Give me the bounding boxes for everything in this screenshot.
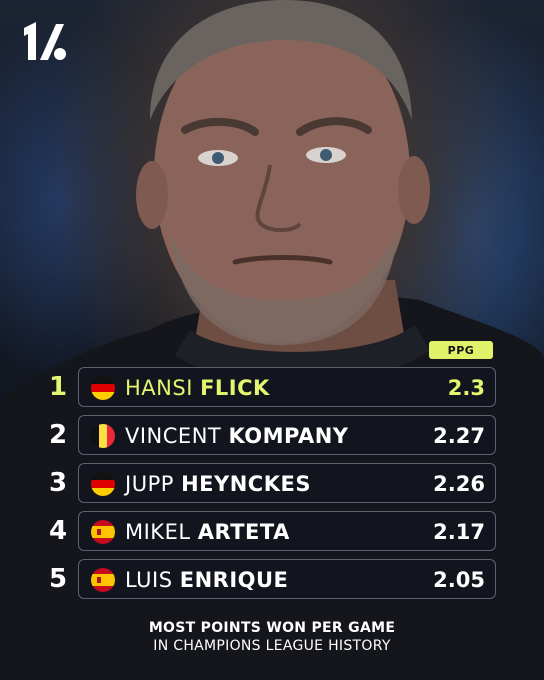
coach-card: MIKEL ARTETA 2.17 (78, 511, 496, 551)
caption-subtitle: IN CHAMPIONS LEAGUE HISTORY (153, 638, 391, 654)
coach-last-name: HEYNCKES (181, 472, 311, 496)
coach-last-name: KOMPANY (228, 424, 349, 448)
coach-name: LUIS ENRIQUE (125, 560, 288, 600)
spain-flag-icon (91, 520, 115, 544)
rank-number: 4 (48, 516, 68, 546)
coach-first-name: JUPP (125, 472, 174, 496)
spain-flag-icon (91, 568, 115, 592)
onefootball-logo-icon (24, 22, 66, 60)
ppg-value: 2.05 (433, 568, 485, 592)
coach-last-name: ENRIQUE (179, 568, 289, 592)
rank-number: 3 (48, 468, 68, 498)
rank-number: 2 (48, 420, 68, 450)
coach-card: JUPP HEYNCKES 2.26 (78, 463, 496, 503)
table-row: 2 VINCENT KOMPANY 2.27 (0, 415, 544, 455)
coach-first-name: MIKEL (125, 520, 191, 544)
caption-title: MOST POINTS WON PER GAME (148, 620, 396, 636)
ppg-column-label: PPG (429, 341, 493, 359)
table-row: 4 MIKEL ARTETA 2.17 (0, 511, 544, 551)
table-row: 5 LUIS ENRIQUE 2.05 (0, 559, 544, 599)
coach-first-name: LUIS (125, 568, 173, 592)
coach-name: MIKEL ARTETA (125, 512, 290, 552)
coach-card: LUIS ENRIQUE 2.05 (78, 559, 496, 599)
ppg-value: 2.26 (433, 472, 485, 496)
coach-last-name: FLICK (200, 376, 270, 400)
coach-name: HANSI FLICK (125, 368, 270, 408)
rank-number: 5 (48, 564, 68, 594)
ppg-value: 2.17 (433, 520, 485, 544)
ppg-value: 2.27 (433, 424, 485, 448)
coach-name: VINCENT KOMPANY (125, 416, 349, 456)
coach-first-name: VINCENT (125, 424, 222, 448)
coach-name: JUPP HEYNCKES (125, 464, 311, 504)
coach-card: VINCENT KOMPANY 2.27 (78, 415, 496, 455)
germany-flag-icon (91, 472, 115, 496)
rank-number: 1 (48, 372, 68, 402)
coach-last-name: ARTETA (197, 520, 290, 544)
ppg-value: 2.3 (447, 376, 485, 400)
coach-first-name: HANSI (125, 376, 193, 400)
table-row: 3 JUPP HEYNCKES 2.26 (0, 463, 544, 503)
table-row: 1 HANSI FLICK 2.3 (0, 367, 544, 407)
coach-card: HANSI FLICK 2.3 (78, 367, 496, 407)
germany-flag-icon (91, 376, 115, 400)
belgium-flag-icon (91, 424, 115, 448)
